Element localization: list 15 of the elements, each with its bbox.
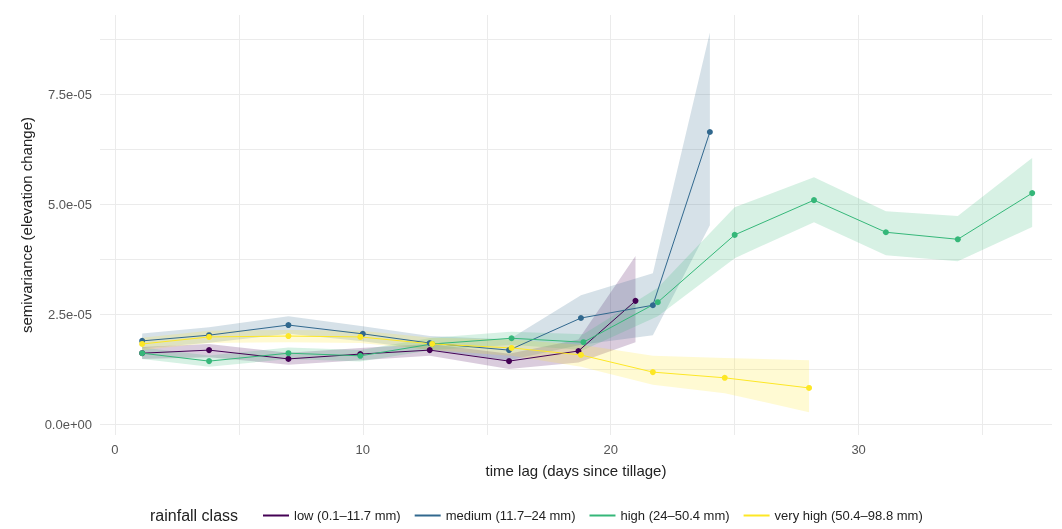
y-tick-label: 5.0e-05	[47, 196, 92, 212]
legend-label: low (0.1–11.7 mm)	[294, 508, 401, 523]
legend-label: high (24–50.4 mm)	[620, 508, 730, 523]
y-tick-label: 7.5e-05	[47, 86, 92, 102]
legend-label: medium (11.7–24 mm)	[445, 508, 576, 523]
x-axis-title: time lag (days since tillage)	[485, 462, 667, 479]
x-tick-label: 30	[851, 442, 866, 457]
y-tick-label: 2.5e-05	[47, 306, 92, 322]
x-tick-label: 10	[355, 442, 371, 457]
x-tick-label: 20	[603, 442, 618, 457]
legend-label: very high (50.4–98.8 mm)	[774, 508, 923, 523]
x-tick-label: 0	[111, 442, 119, 457]
legend-title: rainfall class	[150, 506, 239, 524]
y-axis-title: semivariance (elevation change)	[17, 117, 35, 333]
y-tick-label: 0.0e+00	[44, 416, 92, 432]
